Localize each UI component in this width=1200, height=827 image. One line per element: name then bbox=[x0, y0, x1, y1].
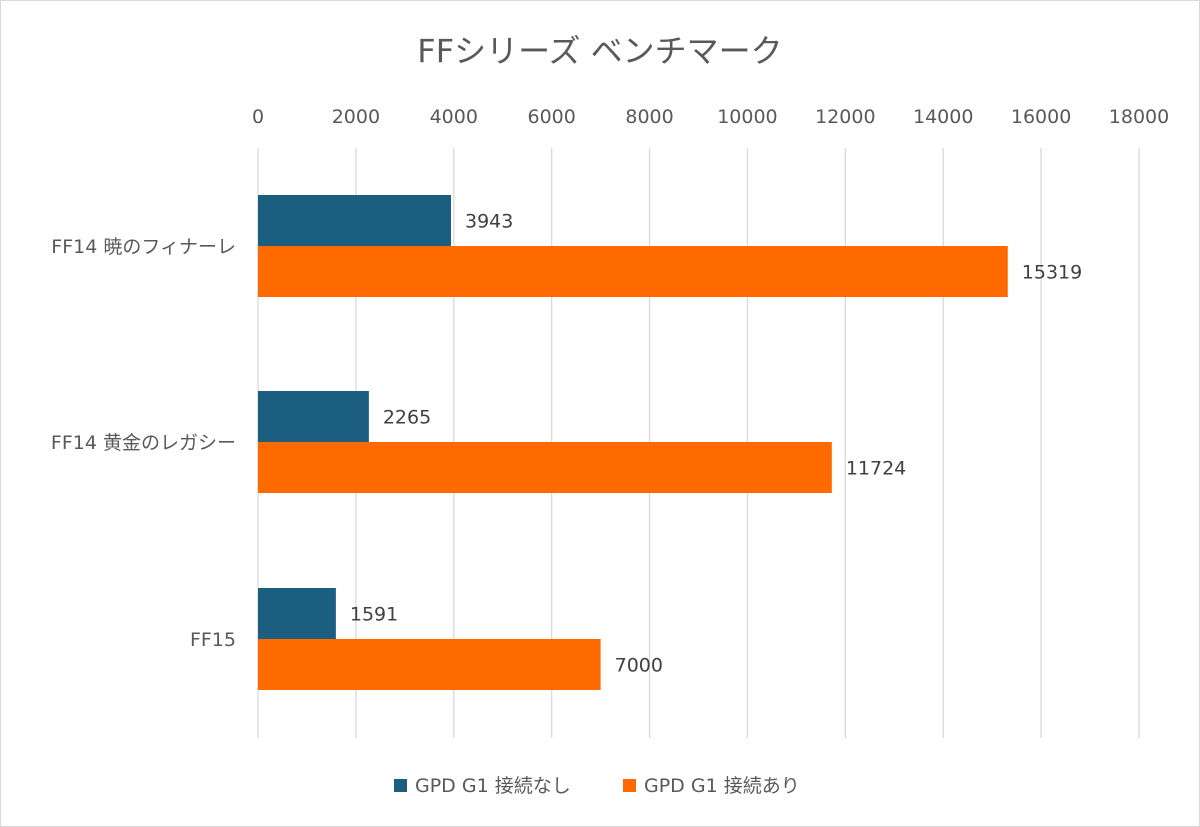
legend-swatch bbox=[623, 779, 636, 792]
data-label: 7000 bbox=[615, 655, 663, 677]
bar-without-g1 bbox=[258, 391, 369, 442]
x-tick-label: 12000 bbox=[815, 106, 875, 128]
x-tick-label: 4000 bbox=[430, 106, 478, 128]
x-tick-label: 0 bbox=[252, 106, 264, 128]
bars bbox=[258, 195, 1008, 690]
category-label: FF14 黄金のレガシー bbox=[51, 432, 236, 454]
x-tick-label: 8000 bbox=[625, 106, 673, 128]
category-labels: FF14 暁のフィナーレ FF14 黄金のレガシー FF15 bbox=[51, 236, 236, 651]
chart-title: FFシリーズ ベンチマーク bbox=[417, 32, 782, 70]
x-axis-ticks: 0 2000 4000 6000 8000 10000 12000 14000 16000 180… bbox=[252, 106, 1169, 128]
data-label: 3943 bbox=[465, 211, 513, 233]
legend-label: GPD G1 接続あり bbox=[644, 775, 800, 797]
x-tick-label: 10000 bbox=[717, 106, 777, 128]
category-label: FF15 bbox=[190, 629, 236, 651]
x-tick-label: 18000 bbox=[1109, 106, 1169, 128]
legend-label: GPD G1 接続なし bbox=[415, 775, 571, 797]
bar-with-g1 bbox=[258, 442, 832, 493]
data-label: 11724 bbox=[846, 458, 906, 480]
bar-without-g1 bbox=[258, 588, 336, 639]
legend-swatch bbox=[394, 779, 407, 792]
x-tick-label: 14000 bbox=[913, 106, 973, 128]
category-label: FF14 暁のフィナーレ bbox=[51, 236, 236, 258]
x-tick-label: 6000 bbox=[527, 106, 575, 128]
x-tick-label: 2000 bbox=[332, 106, 380, 128]
bar-with-g1 bbox=[258, 639, 601, 690]
bar-with-g1 bbox=[258, 246, 1008, 297]
x-tick-label: 16000 bbox=[1011, 106, 1071, 128]
legend: GPD G1 接続なし GPD G1 接続あり bbox=[394, 775, 800, 797]
data-label: 15319 bbox=[1022, 262, 1082, 284]
data-label: 2265 bbox=[383, 407, 431, 429]
bar-without-g1 bbox=[258, 195, 451, 246]
data-labels: 3943 15319 2265 11724 1591 7000 bbox=[350, 211, 1082, 677]
data-label: 1591 bbox=[350, 604, 398, 626]
